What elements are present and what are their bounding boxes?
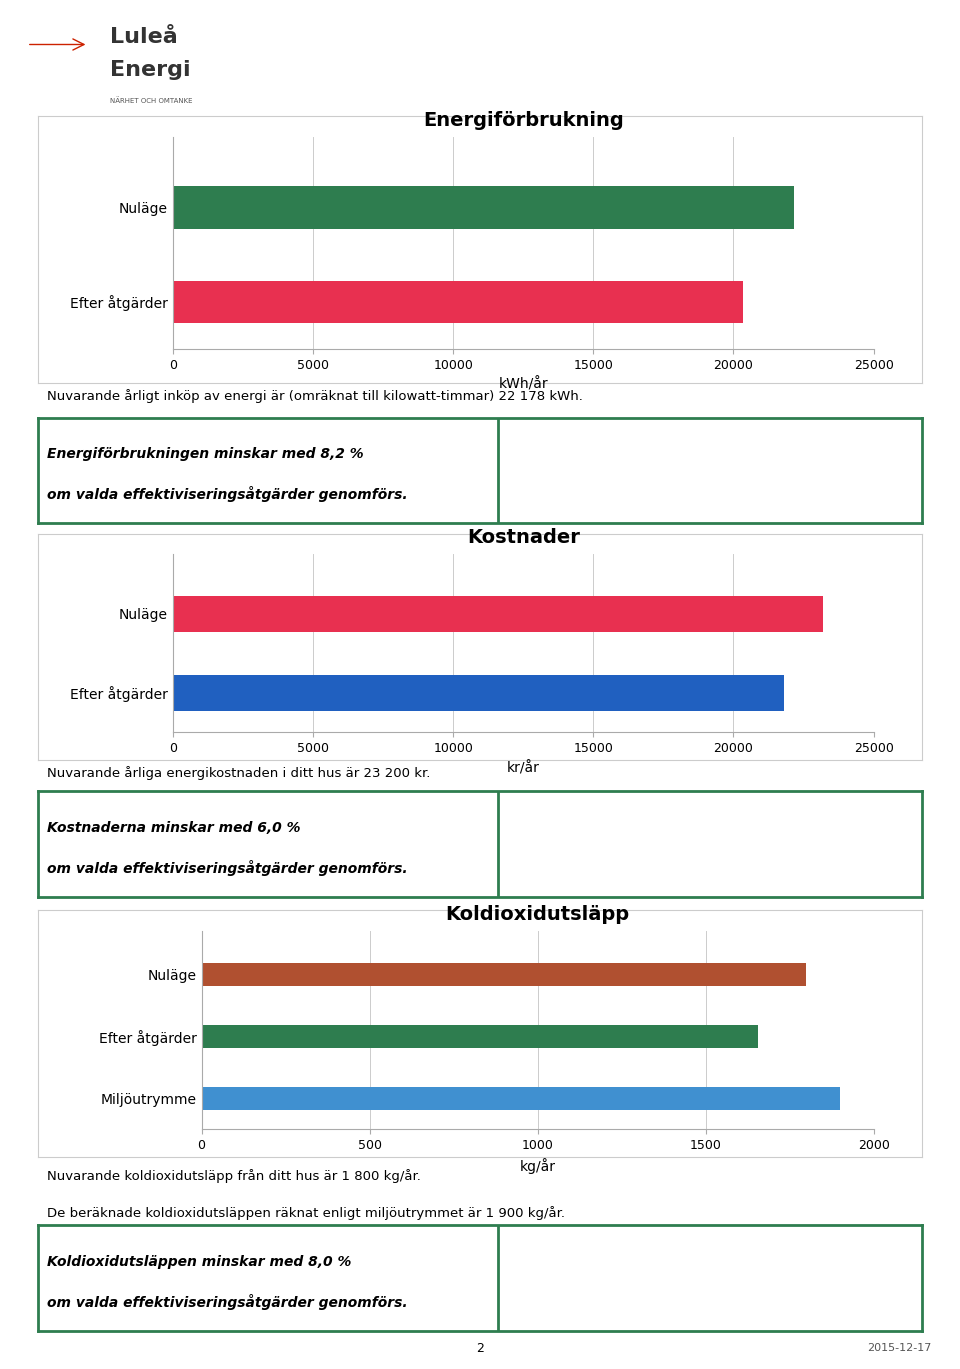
Title: Koldioxidutsläpp: Koldioxidutsläpp <box>445 905 630 924</box>
X-axis label: kr/år: kr/år <box>507 761 540 775</box>
Text: om valda effektiviseringsåtgärder genomförs.: om valda effektiviseringsåtgärder genomf… <box>47 486 408 502</box>
Text: De beräknade koldioxidutsläppen räknat enligt miljöutrymmet är 1 900 kg/år.: De beräknade koldioxidutsläppen räknat e… <box>47 1206 565 1220</box>
Title: Kostnader: Kostnader <box>467 528 580 548</box>
Bar <box>202 1024 758 1049</box>
X-axis label: kWh/år: kWh/år <box>498 378 548 392</box>
Text: Nuvarande årligt inköp av energi är (omräknat till kilowatt-timmar) 22 178 kWh.: Nuvarande årligt inköp av energi är (omr… <box>47 389 583 402</box>
X-axis label: kg/år: kg/år <box>519 1158 556 1173</box>
Text: Koldioxidutsläppen minskar med 8,0 %: Koldioxidutsläppen minskar med 8,0 % <box>47 1255 351 1269</box>
Text: 2: 2 <box>476 1342 484 1355</box>
Bar <box>202 962 806 986</box>
Text: Nuvarande koldioxidutsläpp från ditt hus är 1 800 kg/år.: Nuvarande koldioxidutsläpp från ditt hus… <box>47 1169 421 1183</box>
Bar <box>173 596 823 631</box>
Text: Luleå: Luleå <box>110 27 179 48</box>
Title: Energiförbrukning: Energiförbrukning <box>422 111 624 130</box>
Text: Kostnaderna minskar med 6,0 %: Kostnaderna minskar med 6,0 % <box>47 821 300 835</box>
Bar <box>173 281 743 323</box>
Bar <box>173 186 795 229</box>
FancyArrowPatch shape <box>30 38 84 51</box>
Text: 2015-12-17: 2015-12-17 <box>867 1343 931 1354</box>
Bar <box>202 1087 840 1110</box>
Text: om valda effektiviseringsåtgärder genomförs.: om valda effektiviseringsåtgärder genomf… <box>47 1294 408 1310</box>
Text: Nuvarande årliga energikostnaden i ditt hus är 23 200 kr.: Nuvarande årliga energikostnaden i ditt … <box>47 767 431 780</box>
Bar <box>173 675 784 711</box>
Text: NÄRHET OCH OMTANKE: NÄRHET OCH OMTANKE <box>110 97 193 104</box>
Text: Energi: Energi <box>110 60 191 81</box>
Text: om valda effektiviseringsåtgärder genomförs.: om valda effektiviseringsåtgärder genomf… <box>47 860 408 876</box>
Text: Energiförbrukningen minskar med 8,2 %: Energiförbrukningen minskar med 8,2 % <box>47 448 364 461</box>
